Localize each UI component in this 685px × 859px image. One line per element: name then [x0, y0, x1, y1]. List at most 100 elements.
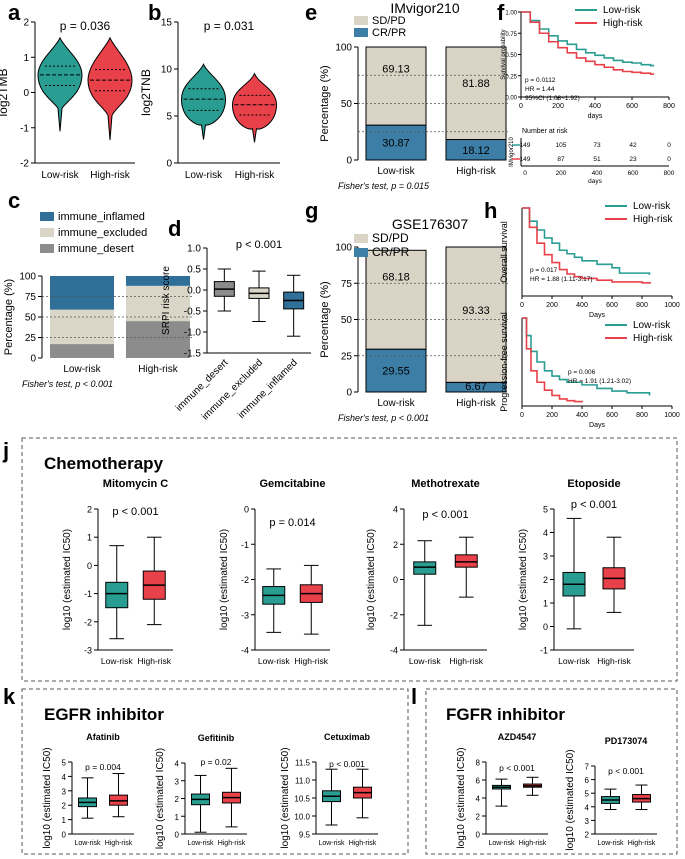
k3-x-label: High-risk	[349, 840, 377, 847]
h-y-label: Overall survival	[499, 221, 509, 283]
a-x-label: Low-risk	[41, 170, 79, 181]
l2-y-label: log10 (estimated IC50)	[565, 749, 576, 850]
c-bar-immune_desert	[126, 321, 190, 358]
h-x-tick-label: 0	[520, 302, 524, 309]
j4-x-label: High-risk	[597, 656, 631, 666]
g-y-tick-label: 50	[341, 315, 353, 326]
k2-y-tick-label: 0	[175, 831, 180, 840]
panel-letter-g: g	[305, 198, 318, 223]
j4-pvalue: p < 0.001	[571, 499, 617, 511]
b-y-tick-label: 10	[161, 65, 173, 76]
f-risk-low-count: 42	[629, 142, 637, 149]
h-curve-High-risk	[522, 207, 651, 284]
d-y-tick-label: -1.0	[184, 328, 202, 339]
k1-y-tick-label: 5	[62, 759, 67, 768]
f-curve-High-risk	[521, 11, 655, 75]
fgfr-frame	[425, 688, 678, 855]
b-y-label: log2TNB	[139, 69, 153, 116]
b-y-tick-label: 15	[161, 18, 173, 29]
panel-letter-h: h	[484, 198, 497, 223]
k2-title: Gefitinib	[198, 733, 235, 743]
g-legend-swatch	[354, 234, 368, 243]
f-risk-high-count: 51	[593, 156, 601, 163]
h-annotation: p = 0.017	[530, 267, 558, 274]
i-curve-High-risk	[522, 317, 583, 403]
j2-y-tick-label: -3	[241, 610, 249, 620]
i-annotation: p = 0.006	[568, 369, 596, 376]
g-x-label: Low-risk	[377, 398, 415, 409]
g-label-low-crpr: 29.55	[382, 366, 410, 378]
g-y-tick-label: 0	[346, 388, 352, 399]
j4-y-tick-label: 5	[543, 505, 548, 515]
j1-x-label: High-risk	[137, 656, 171, 666]
k1-title: Afatinib	[86, 732, 120, 742]
i-x-tick-label: 600	[606, 412, 618, 419]
e-label-high-crpr: 18.12	[462, 145, 490, 157]
e-legend-label: SD/PD	[372, 15, 406, 27]
c-bar-immune_excluded	[50, 309, 114, 345]
j2-title: Gemcitabine	[259, 478, 325, 490]
l2-y-tick-label: 5	[585, 790, 590, 799]
e-y-label: Percentage (%)	[319, 65, 331, 141]
l2-y-tick-label: 6	[585, 776, 590, 785]
j3-title: Methotrexate	[411, 478, 479, 490]
h-legend-label: Low-risk	[633, 201, 671, 212]
g-y-tick-label: 100	[335, 243, 352, 254]
i-x-tick-label: 0	[520, 412, 524, 419]
f-annotation: 95%CI (1.08~1.92)	[525, 95, 580, 102]
h-x-tick-label: 200	[546, 302, 558, 309]
f-x-tick-label: 600	[626, 103, 638, 110]
g-y-tick-label: 25	[341, 351, 353, 362]
j3-y-tick-label: 2	[393, 540, 398, 550]
e-label-high-sdpd: 81.88	[462, 78, 490, 90]
l1-y-tick-label: 8	[476, 759, 481, 768]
f-y-tick-label: 0.50	[505, 53, 517, 59]
c-bar-immune_desert	[50, 344, 114, 358]
k2-y-tick-label: 1	[175, 813, 180, 822]
g-bar-CR/PR	[365, 348, 427, 393]
j3-y-tick-label: -4	[390, 646, 398, 656]
f-risk-high-count: 149	[520, 156, 531, 163]
c-y-tick-label: 0	[30, 354, 36, 365]
j4-x-label: Low-risk	[558, 656, 590, 666]
a-violin-High-risk	[87, 36, 133, 141]
j4-y-tick-label: 2	[543, 575, 548, 585]
j1-y-tick-label: -3	[84, 646, 92, 656]
j3-y-label: log10 (estimated IC50)	[366, 529, 377, 630]
a-y-tick-label: 1	[23, 53, 29, 64]
f-risk-x-tick-label: 400	[592, 170, 603, 177]
j4-y-tick-label: 0	[543, 622, 548, 632]
f-risk-group: IMvigor210	[509, 137, 515, 167]
i-y-label: Progression-free survival	[499, 312, 509, 412]
c-footnote: Fisher's test, p < 0.001	[22, 379, 113, 389]
f-legend-label: High-risk	[603, 18, 643, 29]
panel-letter-k: k	[3, 684, 16, 709]
f-x-tick-label: 0	[519, 103, 523, 110]
e-footnote: Fisher's test, p = 0.015	[338, 181, 430, 191]
f-annotation: HR = 1.44	[525, 86, 555, 93]
e-legend-swatch	[354, 16, 368, 25]
h-x-tick-label: 600	[606, 302, 618, 309]
g-y-tick-label: 75	[341, 279, 353, 290]
j4-title: Etoposide	[567, 478, 620, 490]
i-x-tick-label: 400	[576, 412, 588, 419]
c-bar-immune_inflamed	[50, 276, 114, 310]
f-risk-x-label: days	[588, 178, 602, 185]
d-y-tick-label: 1.0	[187, 244, 201, 255]
k1-y-tick-label: 2	[62, 802, 67, 811]
c-bar-immune_excluded	[126, 285, 190, 322]
e-x-label: Low-risk	[377, 166, 415, 177]
k3-y-tick-label: 11.0	[295, 777, 311, 786]
e-label-low-crpr: 30.87	[382, 138, 410, 150]
b-x-label: High-risk	[235, 170, 275, 181]
a-y-label: log2TMB	[0, 68, 10, 116]
j1-x-label: Low-risk	[101, 656, 133, 666]
f-x-tick-label: 200	[552, 103, 564, 110]
f-risk-x-tick-label: 0	[523, 170, 527, 177]
b-violin-Low-risk	[180, 62, 227, 140]
f-risk-high-count: 87	[557, 156, 565, 163]
j1-y-label: log10 (estimated IC50)	[62, 529, 73, 630]
h-curve-Low-risk	[522, 207, 651, 275]
e-bar-SD/PD	[445, 46, 507, 141]
f-y-label: Survival probability	[501, 29, 507, 79]
